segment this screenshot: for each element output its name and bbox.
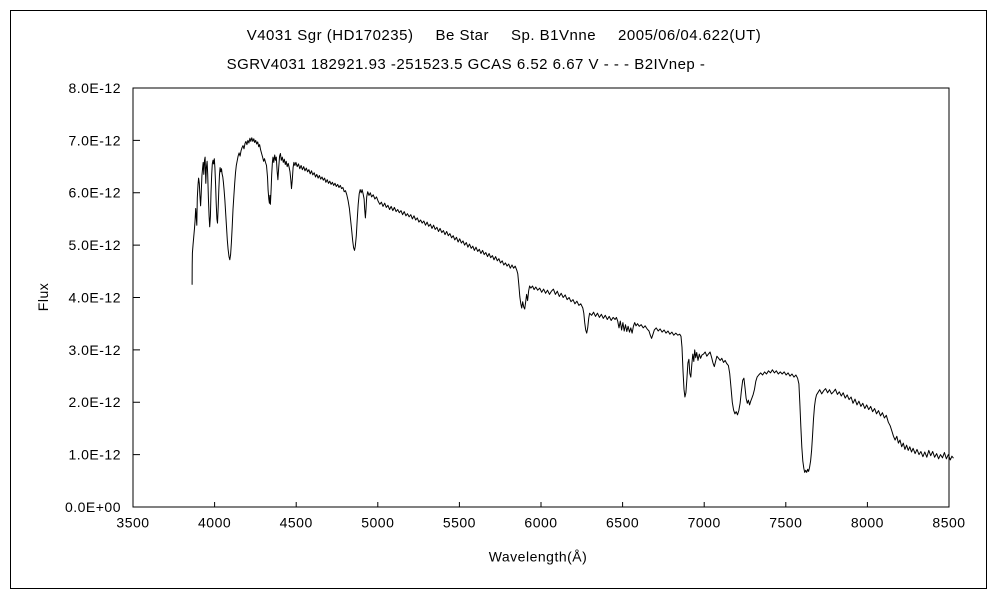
x-tick-label: 8500	[932, 514, 965, 530]
axis-ticks	[132, 87, 950, 508]
x-axis-title: Wavelength(Å)	[489, 548, 588, 564]
y-tick-label: 2.0E-12	[68, 394, 121, 410]
x-tick-label: 3500	[116, 514, 149, 530]
title-spectral-type: Sp. B1Vnne	[510, 27, 597, 44]
x-tick-label: 4000	[198, 514, 231, 530]
x-tick-label: 8000	[851, 514, 884, 530]
y-tick-label: 0.0E+00	[65, 499, 121, 515]
x-tick-label: 5000	[361, 514, 394, 530]
chart-title-line2: SGRV4031 182921.93 -251523.5 GCAS 6.52 6…	[226, 56, 706, 73]
y-tick-label: 1.0E-12	[68, 447, 121, 463]
x-tick-label: 4500	[280, 514, 313, 530]
y-axis-title: Flux	[35, 283, 51, 311]
figure-border	[10, 10, 987, 589]
chart-title-line1: V4031 Sgr (HD170235) Be Star Sp. B1Vnne …	[247, 27, 762, 44]
x-tick-label: 7000	[688, 514, 721, 530]
x-tick-label: 7500	[769, 514, 802, 530]
spectrum-trace	[191, 137, 954, 473]
x-tick-label: 6000	[524, 514, 557, 530]
y-tick-label: 7.0E-12	[68, 132, 121, 148]
y-tick-label: 5.0E-12	[68, 237, 121, 253]
axis-tick-labels: 3500 4000 4500 5000 5500 6000 6500 7000 7500 8000…	[65, 80, 965, 531]
y-tick-label: 8.0E-12	[68, 80, 121, 96]
title-observation-date: 2005/06/04.622(UT)	[618, 27, 762, 44]
title-star-id: V4031 Sgr (HD170235)	[246, 27, 414, 44]
y-tick-label: 6.0E-12	[68, 185, 121, 201]
x-tick-label: 5500	[443, 514, 476, 530]
x-tick-label: 6500	[606, 514, 639, 530]
title-star-type: Be Star	[435, 27, 489, 44]
y-tick-label: 4.0E-12	[68, 289, 121, 305]
y-tick-label: 3.0E-12	[68, 342, 121, 358]
